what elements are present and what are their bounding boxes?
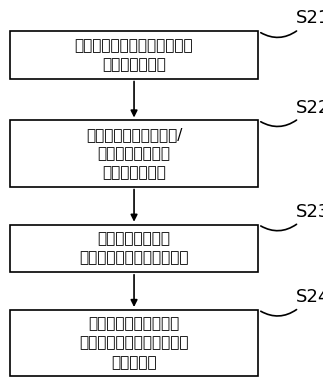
FancyArrowPatch shape (261, 120, 297, 127)
Text: S22: S22 (296, 99, 323, 117)
Text: S23: S23 (296, 203, 323, 221)
Bar (10, 310, 258, 376)
FancyArrowPatch shape (261, 31, 297, 38)
FancyArrowPatch shape (261, 224, 297, 231)
Text: 分别运算每种替代
配电网结构模型的运行效能: 分别运算每种替代 配电网结构模型的运行效能 (79, 231, 189, 265)
Bar (10, 31, 258, 79)
Text: 将运行效能最优的替代
配电网结构模型确定为替代
配电网结构: 将运行效能最优的替代 配电网结构模型确定为替代 配电网结构 (79, 316, 189, 370)
Text: S24: S24 (296, 288, 323, 306)
Bar (10, 224, 258, 272)
Text: 生成不包括故障设备和/
或线路的多种替代
配电网结构模型: 生成不包括故障设备和/ 或线路的多种替代 配电网结构模型 (86, 127, 182, 180)
FancyArrowPatch shape (261, 310, 297, 316)
Text: 获取预设的配电网结构的原始
配电网结构模型: 获取预设的配电网结构的原始 配电网结构模型 (75, 38, 193, 72)
Bar (10, 121, 258, 187)
Text: S21: S21 (296, 9, 323, 28)
